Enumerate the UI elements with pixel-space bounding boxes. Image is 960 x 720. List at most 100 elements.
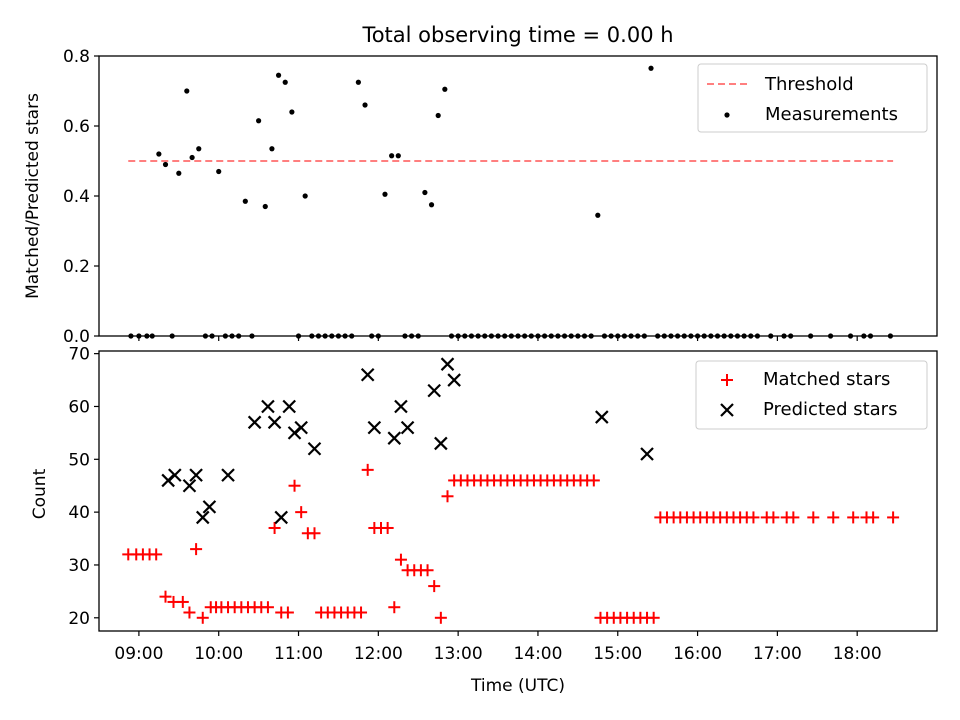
matched-star-point [827, 511, 840, 524]
measurement-point [435, 112, 441, 119]
matched-star-point [847, 511, 860, 524]
x-tick-label: 11:00 [274, 644, 323, 664]
predicted-star-point [195, 510, 210, 525]
x-axis-label: Time (UTC) [470, 676, 565, 696]
predicted-legend-marker [720, 403, 734, 417]
top-y-ticks: 0.0 0.2 0.4 0.6 0.8 [63, 47, 99, 347]
top-y-tick-label: 0.6 [63, 117, 90, 137]
matched-star-point [807, 511, 820, 524]
measurement-points [128, 65, 894, 339]
predicted-star-point [282, 399, 296, 414]
bottom-panel: 20 30 40 50 60 70 09:00 10:00 11:00 12:00 13:00 14… [30, 345, 938, 696]
measurement-point [362, 102, 368, 108]
measurement-point [156, 151, 162, 157]
top-y-tick-label: 0.0 [63, 327, 90, 347]
predicted-star-point [267, 415, 282, 430]
matched-star-point [295, 506, 308, 519]
predicted-star-point [595, 410, 609, 424]
measurement-point [382, 191, 388, 197]
measurement-point [176, 170, 182, 176]
bottom-legend-box [695, 360, 928, 430]
top-y-tick-label: 0.4 [63, 187, 90, 207]
predicted-legend-label: Predicted stars [763, 399, 897, 420]
measurement-point [162, 161, 169, 168]
matched-star-point [261, 601, 274, 614]
top-panel: 0.00.20.40.60.8 Matched/Predicted stars … [23, 47, 938, 347]
matched-star-point [308, 527, 321, 540]
predicted-star-point [400, 420, 415, 435]
measurement-point [289, 109, 295, 115]
top-legend: Threshold Measurements [697, 63, 928, 133]
x-tick-label: 09:00 [114, 644, 163, 664]
predicted-star-point [294, 420, 308, 435]
predicted-star-point [168, 468, 182, 482]
matched-star-point [647, 611, 660, 624]
matched-star-point [428, 580, 441, 593]
predicted-star-point [221, 468, 235, 482]
bottom-y-tick-label: 40 [68, 503, 90, 523]
matched-star-point [183, 606, 196, 619]
predicted-star-point [182, 478, 197, 493]
measurement-point [242, 198, 248, 204]
matched-star-point [787, 511, 800, 524]
matched-star-point [176, 595, 189, 608]
measurement-point [428, 202, 435, 208]
predicted-star-point [261, 399, 275, 414]
predicted-star-point [367, 420, 382, 435]
bottom-y-tick-label: 60 [68, 397, 90, 417]
measurement-point [262, 203, 268, 210]
measurements-legend-swatch [724, 112, 730, 118]
bottom-y-tick-label: 70 [68, 345, 90, 365]
measurement-point [442, 86, 448, 92]
top-y-tick-label: 0.2 [63, 257, 90, 277]
measurement-point [389, 153, 395, 159]
matched-star-point [394, 553, 407, 566]
measurement-point [595, 212, 601, 218]
matched-legend-swatch [721, 374, 733, 386]
matched-star-point [434, 611, 447, 624]
matched-star-point [587, 474, 600, 487]
matched-star-point [767, 511, 780, 524]
matched-star-point [288, 479, 301, 492]
x-tick-label: 17:00 [753, 644, 802, 664]
bottom-y-tick-label: 50 [68, 450, 90, 470]
bottom-y-tick-label: 30 [68, 556, 90, 576]
predicted-star-point [247, 415, 262, 430]
predicted-star-point [189, 468, 203, 482]
bottom-y-tick-label: 20 [68, 609, 90, 629]
chart-title: Total observing time = 0.00 h [361, 23, 673, 47]
matched-star-point [421, 564, 434, 577]
matched-star-point [887, 511, 900, 524]
x-tick-label: 12:00 [354, 644, 403, 664]
predicted-star-point [360, 367, 375, 382]
matched-star-point [381, 521, 394, 534]
measurement-point [355, 79, 361, 85]
matched-legend-label: Matched stars [763, 369, 890, 390]
predicted-star-point [394, 399, 408, 414]
matched-star-point [747, 511, 760, 524]
matched-star-point [388, 601, 401, 614]
measurement-point [395, 153, 401, 159]
measurement-point [275, 72, 282, 78]
matched-star-point [441, 490, 454, 503]
bottom-legend: Matched stars Predicted stars [695, 360, 928, 430]
measurement-point [648, 65, 654, 71]
measurement-point [184, 88, 190, 94]
predicted-star-point [307, 441, 322, 456]
x-tick-label: 18:00 [833, 644, 882, 664]
measurement-point [256, 118, 262, 124]
matched-star-point [268, 521, 281, 534]
measurement-point [216, 168, 222, 175]
predicted-stars-points [161, 357, 654, 525]
measurement-point [269, 146, 275, 152]
bottom-axes-frame [98, 350, 938, 632]
matched-star-point [150, 548, 163, 561]
matched-stars-points [122, 463, 900, 624]
x-tick-label: 13:00 [434, 644, 483, 664]
x-tick-label: 14:00 [513, 644, 562, 664]
matched-star-point [355, 606, 368, 619]
bottom-y-axis-label: Count [30, 468, 50, 519]
predicted-star-point [427, 383, 441, 398]
x-tick-label: 10:00 [194, 644, 243, 664]
